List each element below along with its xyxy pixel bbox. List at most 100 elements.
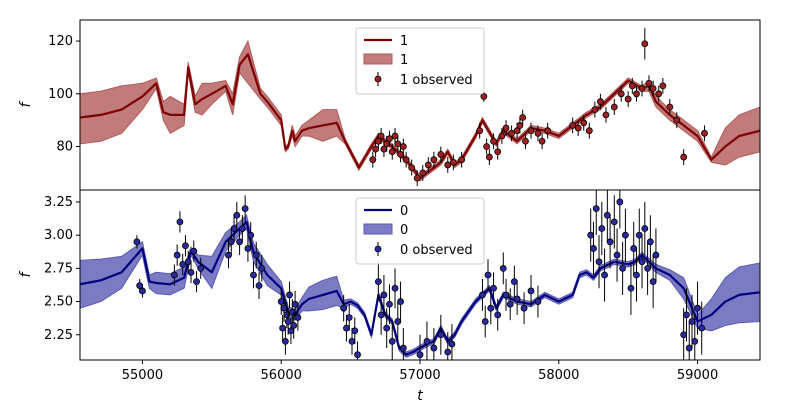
observation-point bbox=[534, 298, 542, 305]
observation-point bbox=[430, 344, 438, 352]
observation-point bbox=[380, 291, 388, 299]
legend-band-swatch bbox=[363, 53, 393, 65]
observation-point bbox=[649, 278, 657, 286]
observation-point bbox=[139, 287, 146, 295]
observation-point bbox=[502, 291, 510, 299]
observation-point bbox=[197, 264, 205, 272]
observation-point bbox=[184, 258, 192, 266]
observation-point bbox=[430, 156, 438, 164]
bottom-x-tick-label: 58000 bbox=[538, 368, 579, 383]
observation-point bbox=[698, 324, 706, 332]
observation-point bbox=[182, 242, 189, 250]
observation-point bbox=[258, 264, 266, 272]
observation-point bbox=[247, 231, 255, 239]
observation-point bbox=[255, 282, 263, 290]
observation-point bbox=[502, 124, 510, 132]
observation-point bbox=[399, 344, 407, 352]
observation-point bbox=[597, 98, 604, 106]
observation-point bbox=[494, 311, 502, 319]
top-y-tick-label: 100 bbox=[48, 87, 73, 102]
observation-point bbox=[408, 164, 416, 171]
legend-label-band: 0 bbox=[400, 223, 408, 238]
top-panel: 80 100 120 f 1 1 1 observed bbox=[18, 19, 761, 191]
observation-point bbox=[388, 338, 396, 345]
observation-point bbox=[673, 116, 681, 124]
observation-point bbox=[345, 314, 353, 321]
bottom-plot-area bbox=[80, 190, 760, 360]
observation-point bbox=[630, 245, 638, 252]
observation-point bbox=[595, 258, 603, 266]
observation-point bbox=[519, 114, 527, 121]
observation-point bbox=[386, 300, 393, 308]
top-y-axis-label: f bbox=[18, 100, 34, 107]
bottom-y-tick-label: 2.50 bbox=[44, 295, 73, 310]
observation-point bbox=[619, 264, 627, 272]
observation-point bbox=[399, 143, 407, 150]
observation-point bbox=[244, 245, 252, 252]
observation-point bbox=[633, 90, 640, 98]
observation-point bbox=[374, 278, 382, 286]
bottom-observations bbox=[133, 190, 706, 360]
observation-point bbox=[377, 311, 385, 319]
bottom-x-tick-label: 55000 bbox=[122, 368, 163, 383]
observation-point bbox=[372, 145, 379, 153]
observation-point bbox=[294, 314, 302, 321]
observation-point bbox=[652, 251, 660, 259]
observation-point bbox=[236, 238, 243, 246]
observation-point bbox=[688, 318, 696, 325]
observation-point bbox=[437, 331, 445, 339]
observation-point bbox=[487, 304, 495, 312]
observation-point bbox=[233, 211, 241, 219]
observation-point bbox=[508, 129, 515, 137]
observation-point bbox=[538, 137, 546, 145]
observation-point bbox=[190, 247, 198, 255]
top-y-tick-label: 80 bbox=[56, 140, 73, 155]
observation-point bbox=[238, 225, 246, 232]
observation-point bbox=[484, 271, 492, 279]
legend-point-swatch bbox=[374, 75, 382, 83]
legend-label-band: 1 bbox=[400, 53, 408, 68]
observation-point bbox=[633, 271, 640, 279]
observation-point bbox=[527, 127, 535, 135]
observation-point bbox=[520, 304, 528, 312]
legend-point-swatch bbox=[374, 245, 382, 253]
legend-box bbox=[355, 27, 485, 95]
observation-point bbox=[616, 198, 624, 206]
observation-point bbox=[628, 82, 636, 90]
observation-point bbox=[383, 324, 391, 332]
observation-point bbox=[694, 304, 701, 312]
observation-point bbox=[641, 40, 649, 48]
observation-point bbox=[659, 82, 667, 90]
observation-point bbox=[193, 278, 200, 286]
observation-point bbox=[444, 161, 452, 169]
observation-point bbox=[179, 260, 187, 268]
observation-point bbox=[448, 340, 456, 348]
observation-point bbox=[250, 271, 257, 279]
observation-point bbox=[569, 122, 577, 129]
observation-point bbox=[490, 284, 497, 292]
observation-point bbox=[458, 156, 466, 164]
observation-point bbox=[598, 225, 606, 232]
observation-point bbox=[343, 324, 350, 332]
observation-point bbox=[591, 106, 599, 114]
observation-point bbox=[369, 156, 377, 164]
observation-point bbox=[638, 85, 646, 92]
observation-point bbox=[173, 251, 181, 259]
observation-point bbox=[627, 284, 635, 292]
observation-point bbox=[377, 132, 385, 140]
legend-box bbox=[355, 197, 485, 265]
observation-point bbox=[483, 143, 491, 150]
top-legend: 1 1 1 observed bbox=[355, 27, 485, 95]
observation-point bbox=[580, 119, 588, 127]
observation-point bbox=[437, 151, 445, 158]
observation-point bbox=[288, 308, 296, 316]
observation-point bbox=[510, 278, 518, 286]
top-y-tick-label: 120 bbox=[48, 34, 73, 49]
observation-point bbox=[621, 231, 629, 239]
observation-point bbox=[481, 318, 489, 325]
observation-point bbox=[590, 245, 597, 252]
observation-point bbox=[419, 169, 427, 177]
observation-point bbox=[644, 264, 651, 272]
observation-point bbox=[391, 284, 399, 292]
observation-point bbox=[574, 124, 582, 132]
